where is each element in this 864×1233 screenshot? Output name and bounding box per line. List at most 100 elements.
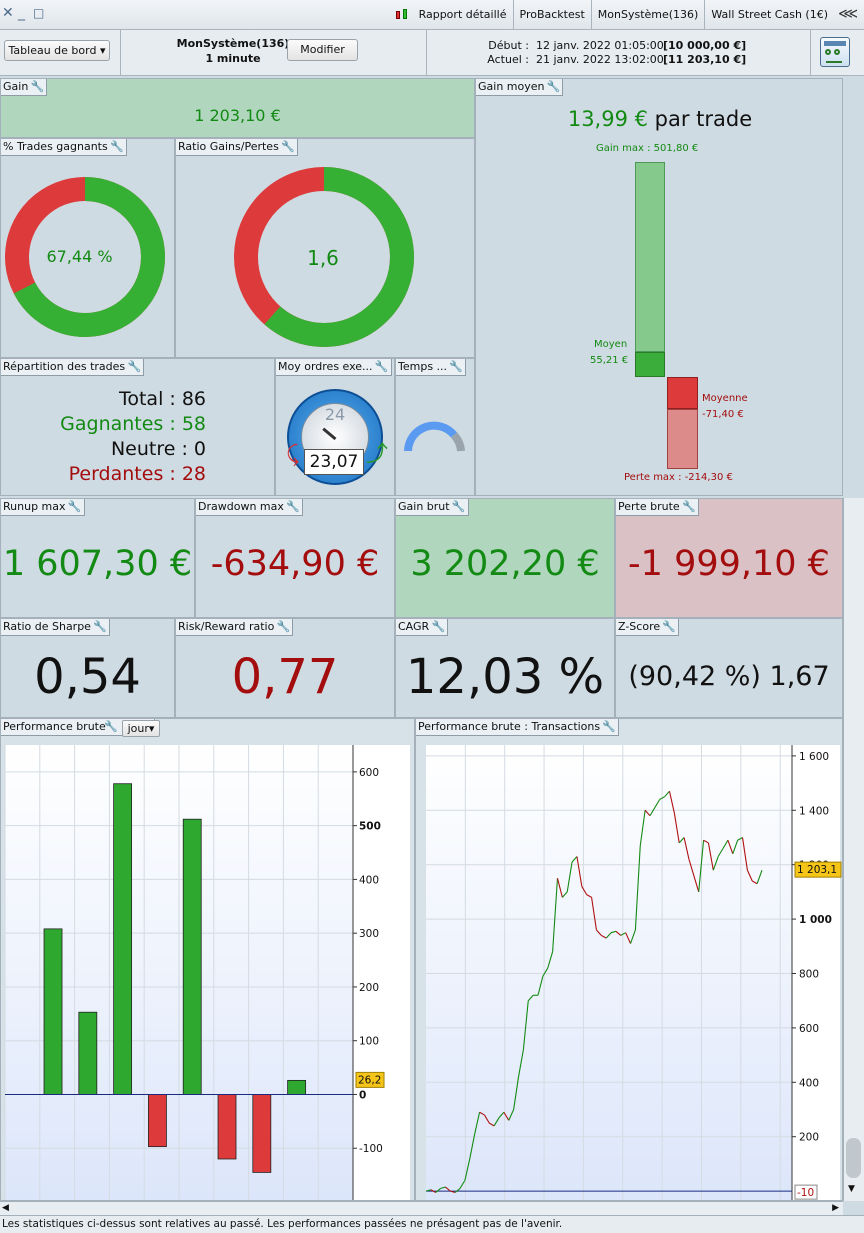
wrench-icon[interactable]: 🔧 (104, 720, 118, 733)
y-tick-label: 800 (799, 969, 819, 981)
gain-avg-bar (635, 352, 665, 377)
wrench-icon[interactable]: 🔧 (67, 500, 82, 513)
moyen-value: 55,21 € (590, 355, 629, 366)
equity-segment (639, 810, 646, 846)
y-tick-label: 400 (799, 1077, 819, 1089)
close-icon[interactable]: ✕ (2, 5, 14, 21)
wrench-icon[interactable]: 🔧 (431, 620, 446, 633)
win-rate-donut (5, 177, 165, 337)
y-tick-label: 200 (799, 1132, 819, 1144)
wrench-icon[interactable]: 🔧 (449, 360, 464, 373)
report-settings-icon[interactable] (820, 37, 850, 67)
wrench-icon[interactable]: 🔧 (286, 500, 300, 513)
wrench-icon[interactable]: 🔧 (276, 620, 291, 633)
equity-segment (727, 840, 734, 854)
wrench-icon[interactable]: 🔧 (546, 80, 561, 93)
tab-rapport-detaille[interactable]: Rapport détaillé (418, 8, 507, 21)
wrench-icon[interactable]: 🔧 (451, 500, 466, 513)
trade-counts: Total : 86 Gagnantes : 58 Neutre : 0 Per… (1, 387, 206, 487)
runup-title: Runup max 🔧 (1, 499, 85, 516)
dashboard-dropdown[interactable]: Tableau de bord ▾ (4, 40, 110, 61)
cagr-title-label: CAGR (398, 620, 430, 633)
equity-segment (644, 809, 651, 817)
current-value: [11 203,10 €] (663, 53, 747, 66)
window-titlebar: ✕ _ □ Rapport détaillé ProBacktest MonSy… (0, 0, 864, 30)
sharpe-title-label: Ratio de Sharpe (3, 620, 91, 633)
vertical-scrollbar[interactable]: ▼ (843, 498, 864, 1201)
equity-segment (440, 1186, 446, 1189)
tab-probacktest[interactable]: ProBacktest (512, 0, 591, 30)
tab-monsysteme[interactable]: MonSystème(136) (590, 0, 705, 30)
equity-segment (435, 1187, 441, 1193)
plot-area (426, 745, 792, 1200)
gain-max-bar (635, 162, 665, 352)
gain-loss-ratio-panel: Ratio Gains/Pertes 🔧 1,6 (175, 138, 475, 358)
time-title: Temps ... 🔧 (396, 359, 467, 376)
equity-segment (615, 930, 622, 936)
maximize-icon[interactable]: □ (33, 6, 45, 20)
bar (43, 928, 63, 1095)
equity-segment (605, 932, 612, 939)
scrollbar-thumb[interactable] (846, 1138, 861, 1178)
runup-panel: Runup max 🔧 1 607,30 € (0, 498, 195, 618)
equity-segment (581, 886, 588, 895)
y-tick-label: 300 (359, 928, 379, 940)
wrench-icon[interactable]: 🔧 (93, 620, 107, 633)
minimize-icon[interactable]: _ (18, 5, 25, 21)
equity-segment (717, 848, 724, 857)
scroll-left-icon[interactable]: ◀ (2, 1203, 9, 1213)
period-label: jour (127, 722, 149, 735)
equity-segment (450, 1190, 456, 1194)
cagr-panel: CAGR 🔧 12,03 % (395, 618, 615, 718)
daily-performance-panel: Performance brute 🔧 jour▾ -100 0 100 200 300 4… (0, 718, 415, 1201)
bar (78, 1011, 98, 1095)
equity-segment (425, 1189, 432, 1192)
tab-wall-street[interactable]: Wall Street Cash (1€) (704, 0, 834, 30)
moyenne-label: Moyenne (702, 393, 748, 404)
win-rate-value: 67,44 % (46, 247, 113, 266)
bar (148, 1094, 167, 1148)
wrench-icon[interactable]: 🔧 (662, 620, 677, 633)
gain-max-label: Gain max : 501,80 € (596, 143, 699, 154)
y-tick-label: 600 (359, 767, 379, 779)
start-date: 12 janv. 2022 01:05:00 (536, 39, 664, 52)
wrench-icon[interactable]: 🔧 (281, 140, 295, 153)
wrench-icon[interactable]: 🔧 (30, 80, 45, 93)
modify-button[interactable]: Modifier (287, 39, 358, 61)
y-tick-label: 200 (359, 982, 379, 994)
wrench-icon[interactable]: 🔧 (602, 720, 617, 733)
horizontal-scrollbar[interactable]: ◀ ▶ (0, 1201, 843, 1215)
risk-reward-title: Risk/Reward ratio 🔧 (176, 619, 294, 636)
equity-segment (464, 1158, 471, 1181)
wrench-icon[interactable]: 🔧 (127, 360, 142, 373)
period-dropdown[interactable]: jour▾ (122, 720, 160, 737)
y-tick-label: 400 (359, 874, 379, 886)
avg-gain-value: 13,99 € (567, 107, 648, 131)
equity-segment (430, 1189, 437, 1193)
arrow-right-icon: ⤴ (366, 442, 389, 467)
daily-performance-title-label: Performance brute (3, 720, 106, 733)
equity-segment (489, 1122, 495, 1127)
zero-value-label: -10 (797, 1187, 814, 1199)
scroll-right-icon[interactable]: ▶ (832, 1203, 839, 1213)
share-icon[interactable]: ⋘ (838, 6, 858, 22)
bar (113, 783, 133, 1095)
equity-segment (620, 932, 626, 936)
trade-distribution-title-label: Répartition des trades (3, 360, 126, 373)
scroll-down-icon[interactable]: ▼ (848, 1184, 855, 1194)
perte-max-label: Perte max : -214,30 € (624, 472, 733, 483)
wrench-icon[interactable]: 🔧 (110, 140, 124, 153)
wrench-icon[interactable]: 🔧 (681, 500, 696, 513)
equity-segment (756, 869, 763, 884)
start-value: [10 000,00 €] (663, 39, 747, 52)
wrench-icon[interactable]: 🔧 (374, 360, 389, 373)
win-rate-title-label: % Trades gagnants (3, 140, 108, 153)
gross-loss-title-label: Perte brute (618, 500, 680, 513)
timeframe: 1 minute (205, 52, 261, 65)
divider (810, 30, 811, 76)
last-value-badge (794, 861, 842, 878)
drawdown-panel: Drawdown max 🔧 -634,90 € (195, 498, 395, 618)
sharpe-value: 0,54 (34, 649, 141, 705)
runup-title-label: Runup max (3, 500, 66, 513)
